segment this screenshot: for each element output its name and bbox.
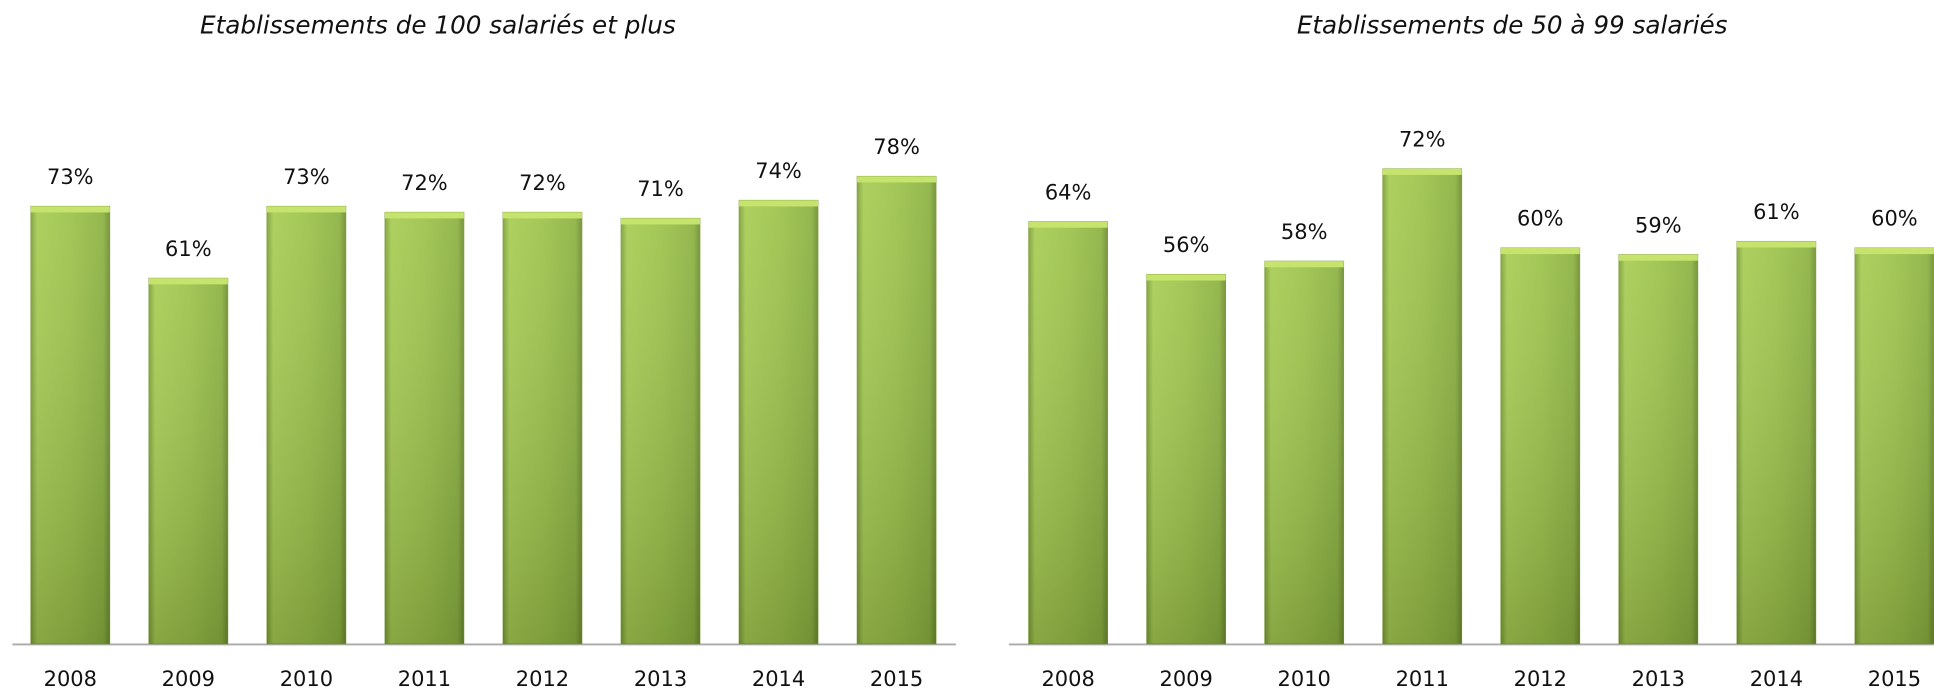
bar-cap — [1382, 168, 1462, 175]
bar-shade — [1854, 247, 1934, 644]
bar-shade — [1736, 241, 1816, 644]
bar-shade — [857, 176, 937, 644]
bar-cap — [1264, 261, 1344, 268]
data-label: 72% — [519, 171, 566, 195]
data-label: 60% — [1871, 207, 1918, 231]
x-tick-label: 2011 — [398, 667, 451, 690]
data-label: 60% — [1517, 207, 1564, 231]
bar-shade — [1146, 274, 1226, 644]
data-label: 71% — [637, 177, 684, 201]
bar-cap — [266, 206, 346, 213]
bar-cap — [1618, 254, 1698, 261]
bar-shade — [502, 212, 582, 644]
data-label: 72% — [1399, 128, 1446, 152]
bar-cap — [857, 176, 937, 183]
x-tick-label: 2013 — [1632, 667, 1685, 690]
data-label: 73% — [283, 165, 330, 189]
bar-shade — [30, 206, 110, 644]
bar-cap — [621, 218, 700, 225]
x-tick-label: 2010 — [1278, 667, 1331, 690]
x-tick-label: 2010 — [280, 667, 333, 690]
bar-shade — [739, 200, 819, 644]
bar-shade — [1382, 168, 1462, 644]
x-tick-label: 2008 — [1041, 667, 1094, 690]
bar-shade — [1500, 247, 1580, 644]
bar-cap — [1500, 247, 1580, 255]
bar-cap — [384, 212, 464, 219]
bar-shade — [266, 206, 346, 644]
x-tick-label: 2008 — [44, 667, 97, 690]
x-tick-label: 2015 — [870, 667, 923, 690]
data-label: 56% — [1163, 233, 1210, 257]
bar-shade — [1618, 254, 1698, 644]
x-tick-label: 2014 — [752, 667, 805, 690]
x-tick-label: 2012 — [1514, 667, 1567, 690]
chart-title: Etablissements de 100 salariés et plus — [200, 10, 676, 39]
bar-shade — [621, 218, 700, 644]
bar-shade — [1264, 261, 1344, 644]
x-tick-label: 2012 — [516, 667, 569, 690]
bar-cap — [1736, 241, 1816, 248]
bar-cap — [1028, 221, 1108, 228]
x-tick-label: 2009 — [162, 667, 215, 690]
data-label: 58% — [1281, 220, 1328, 244]
bar-cap — [739, 200, 819, 207]
data-label: 64% — [1045, 180, 1092, 204]
data-label: 61% — [1753, 200, 1800, 224]
chart-title: Etablissements de 50 à 99 salariés — [1297, 10, 1728, 39]
x-tick-label: 2009 — [1160, 667, 1213, 690]
bar-shade — [148, 278, 228, 644]
bar-shade — [1028, 221, 1108, 644]
bar-cap — [30, 206, 110, 213]
bar-cap — [1854, 247, 1934, 255]
data-label: 73% — [47, 165, 94, 189]
bar-shade — [384, 212, 464, 644]
data-label: 59% — [1635, 213, 1682, 237]
x-tick-label: 2014 — [1750, 667, 1803, 690]
x-tick-label: 2013 — [634, 667, 687, 690]
bar-cap — [148, 278, 228, 285]
bar-cap — [1146, 274, 1226, 281]
data-label: 72% — [401, 171, 448, 195]
x-tick-label: 2011 — [1396, 667, 1449, 690]
data-label: 61% — [165, 237, 212, 261]
bar-cap — [502, 212, 582, 219]
data-label: 78% — [873, 135, 920, 159]
data-label: 74% — [755, 159, 802, 183]
x-tick-label: 2015 — [1868, 667, 1921, 690]
